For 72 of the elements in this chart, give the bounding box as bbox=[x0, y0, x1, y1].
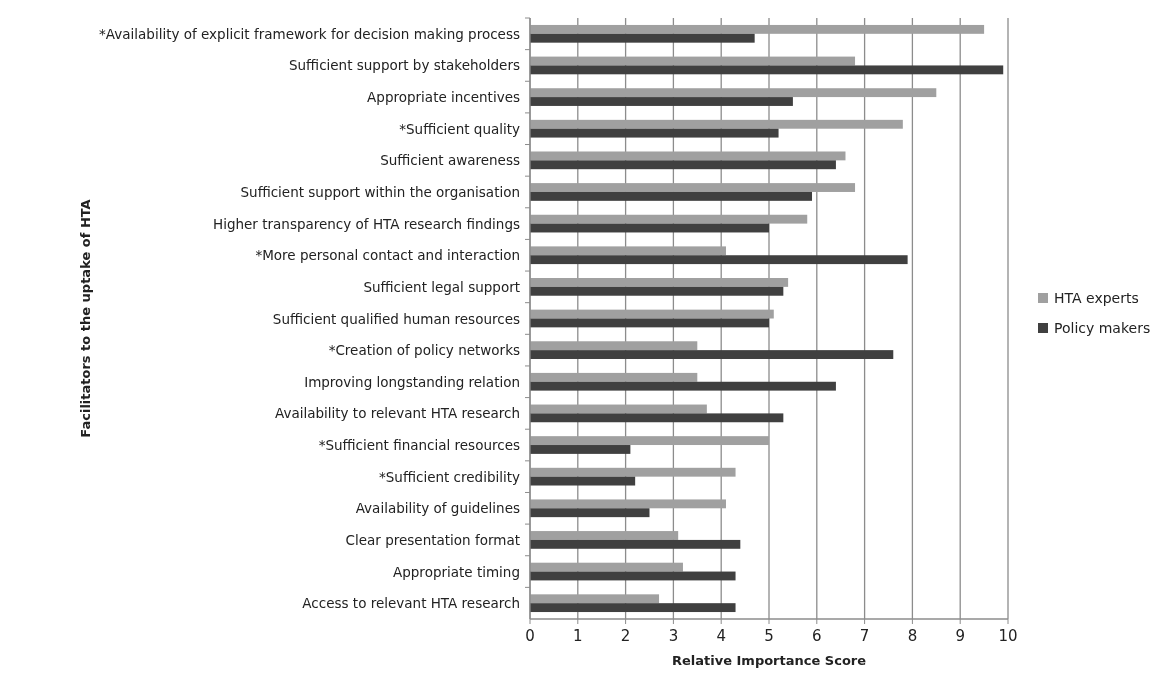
y-tick-label: Clear presentation format bbox=[345, 531, 520, 548]
bar bbox=[530, 445, 631, 454]
y-tick-label: *Sufficient credibility bbox=[379, 468, 521, 485]
bar bbox=[530, 603, 736, 613]
bar bbox=[530, 404, 707, 414]
bar bbox=[530, 571, 736, 581]
bar bbox=[530, 214, 808, 224]
bar bbox=[530, 539, 741, 549]
bar bbox=[530, 88, 937, 98]
y-tick-label: Availability of guidelines bbox=[355, 500, 520, 517]
bar bbox=[530, 381, 836, 391]
legend-label: HTA experts bbox=[1054, 290, 1139, 306]
y-tick-label: *Availability of explicit framework for decision making process bbox=[99, 25, 520, 42]
x-tick-label: 10 bbox=[998, 627, 1018, 645]
y-tick-label: Access to relevant HTA research bbox=[302, 595, 520, 612]
x-tick-label: 3 bbox=[668, 627, 679, 645]
y-tick-label: Sufficient support by stakeholders bbox=[288, 57, 520, 74]
y-tick-label: Sufficient qualified human resources bbox=[272, 310, 520, 327]
bar bbox=[530, 246, 726, 256]
bar bbox=[530, 508, 650, 518]
bar bbox=[530, 191, 813, 201]
bar bbox=[530, 531, 679, 540]
bar bbox=[530, 594, 660, 604]
bar bbox=[530, 372, 698, 382]
bar bbox=[530, 56, 856, 66]
x-tick-label: 2 bbox=[620, 627, 631, 645]
bar bbox=[530, 65, 1004, 75]
bar bbox=[530, 160, 836, 170]
y-tick-label: Appropriate incentives bbox=[367, 89, 520, 106]
y-tick-label: Sufficient awareness bbox=[380, 152, 520, 169]
y-tick-label: Sufficient support within the organisation bbox=[240, 183, 520, 200]
bar bbox=[530, 318, 769, 328]
bar bbox=[530, 24, 985, 34]
bar bbox=[530, 119, 903, 129]
y-tick-label: *Creation of policy networks bbox=[328, 342, 520, 359]
bar bbox=[530, 562, 683, 572]
x-tick-label: 7 bbox=[859, 627, 870, 645]
bar bbox=[530, 255, 908, 265]
bar bbox=[530, 341, 698, 351]
bar bbox=[530, 223, 769, 233]
bar bbox=[530, 286, 784, 296]
legend-label: Policy makers bbox=[1054, 320, 1151, 336]
bar bbox=[530, 309, 774, 319]
y-tick-label: Sufficient legal support bbox=[363, 278, 520, 295]
y-axis-title: Facilitators to the uptake of HTA bbox=[78, 199, 93, 438]
x-tick-label: 6 bbox=[812, 627, 822, 645]
x-tick-label: 1 bbox=[573, 627, 583, 645]
y-tick-label: *Sufficient quality bbox=[399, 120, 521, 137]
bar bbox=[530, 128, 779, 138]
y-tick-label: Appropriate timing bbox=[393, 563, 520, 580]
bar bbox=[530, 183, 856, 192]
bar bbox=[530, 278, 789, 287]
bar bbox=[530, 97, 793, 106]
bar bbox=[530, 350, 894, 359]
x-tick-label: 5 bbox=[764, 627, 774, 645]
y-tick-label: *More personal contact and interaction bbox=[255, 247, 520, 264]
bar bbox=[530, 467, 736, 477]
y-tick-label: Higher transparency of HTA research findings bbox=[213, 215, 520, 232]
x-tick-label: 0 bbox=[525, 627, 535, 645]
x-tick-label: 4 bbox=[716, 627, 726, 645]
y-tick-label: Availability to relevant HTA research bbox=[274, 405, 520, 422]
x-tick-label: 9 bbox=[955, 627, 965, 645]
bar bbox=[530, 436, 769, 446]
bar bbox=[530, 33, 755, 43]
bar bbox=[530, 499, 726, 509]
bar bbox=[530, 151, 846, 161]
x-tick-label: 8 bbox=[907, 627, 918, 645]
x-axis-title: Relative Importance Score bbox=[671, 653, 867, 668]
y-tick-label: *Sufficient financial resources bbox=[318, 437, 520, 454]
bar bbox=[530, 476, 636, 486]
y-tick-label: Improving longstanding relation bbox=[304, 373, 520, 390]
bar bbox=[530, 413, 784, 423]
